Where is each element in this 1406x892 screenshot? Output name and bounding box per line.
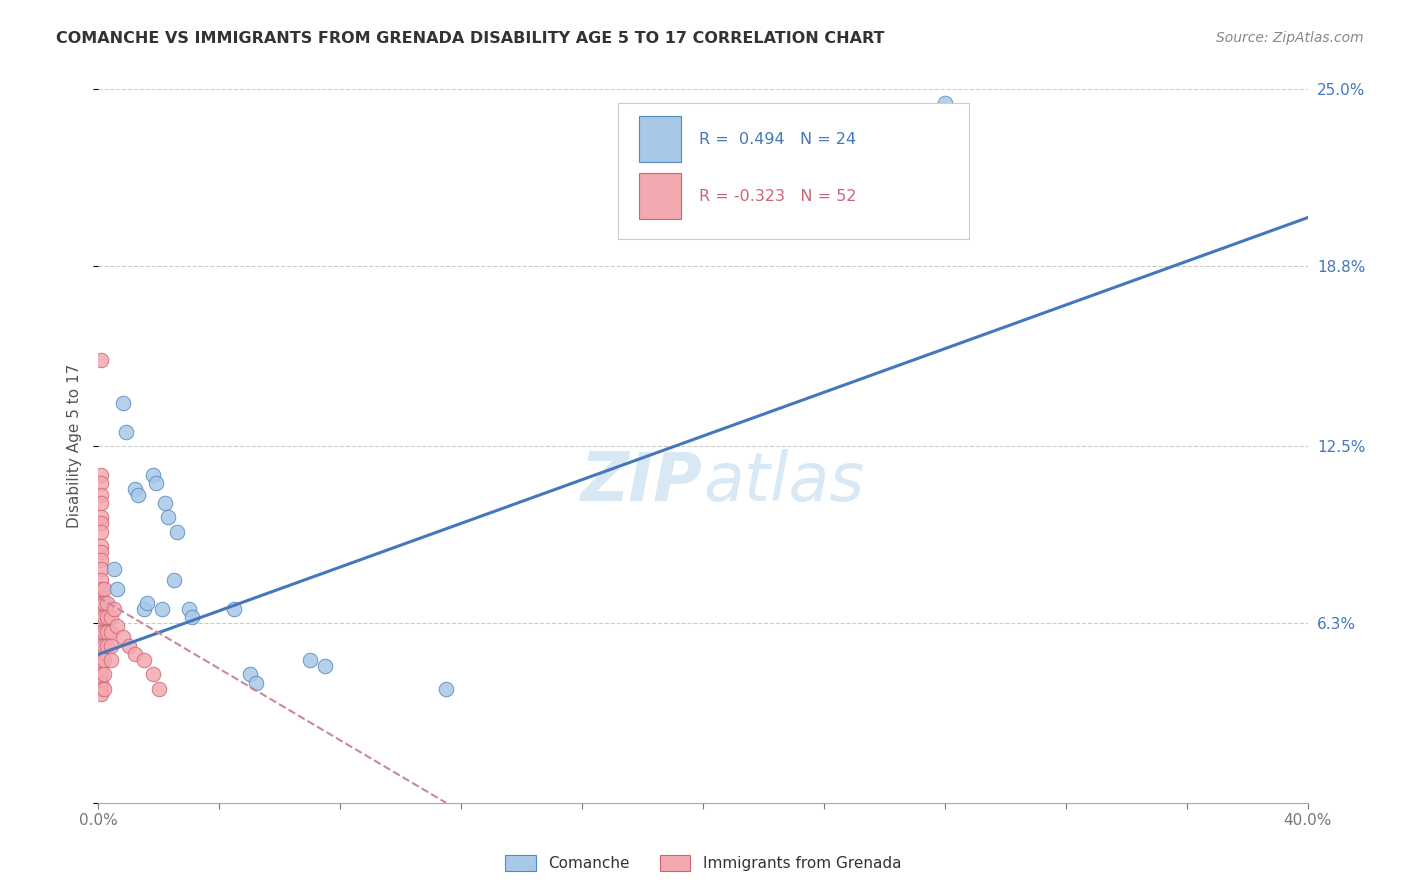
Point <box>132 653 155 667</box>
Point <box>135 596 157 610</box>
Point <box>93 667 115 681</box>
Point <box>179 601 201 615</box>
Point <box>96 624 118 639</box>
Point <box>90 496 112 510</box>
Point <box>96 596 118 610</box>
Point <box>100 610 122 624</box>
Point <box>90 516 112 530</box>
Point <box>100 624 122 639</box>
Point <box>90 353 112 368</box>
Point <box>142 667 165 681</box>
Point <box>90 476 112 491</box>
Point <box>93 639 115 653</box>
Point <box>224 601 246 615</box>
Text: atlas: atlas <box>703 449 865 515</box>
Point <box>181 610 204 624</box>
FancyBboxPatch shape <box>619 103 969 239</box>
Point <box>90 639 112 653</box>
Point <box>90 524 112 539</box>
Point <box>118 639 141 653</box>
Text: COMANCHE VS IMMIGRANTS FROM GRENADA DISABILITY AGE 5 TO 17 CORRELATION CHART: COMANCHE VS IMMIGRANTS FROM GRENADA DISA… <box>56 31 884 46</box>
Point <box>100 639 122 653</box>
Point <box>90 648 112 662</box>
Point <box>111 396 134 410</box>
Text: Source: ZipAtlas.com: Source: ZipAtlas.com <box>1216 31 1364 45</box>
Point <box>90 562 112 576</box>
Point <box>103 601 125 615</box>
Point <box>90 676 112 690</box>
Point <box>132 601 155 615</box>
Point <box>124 482 146 496</box>
Point <box>124 648 146 662</box>
Point <box>96 610 118 624</box>
Point <box>934 96 956 111</box>
Point <box>93 596 115 610</box>
Text: ZIP: ZIP <box>581 449 703 515</box>
Point <box>111 630 134 644</box>
Point <box>96 639 118 653</box>
Y-axis label: Disability Age 5 to 17: Disability Age 5 to 17 <box>67 364 83 528</box>
Point <box>90 687 112 701</box>
Point <box>90 573 112 587</box>
Point <box>434 681 457 696</box>
FancyBboxPatch shape <box>638 173 682 219</box>
Point <box>90 487 112 501</box>
Point <box>105 582 128 596</box>
Point <box>90 591 112 605</box>
Point <box>166 524 188 539</box>
Point <box>90 658 112 673</box>
FancyBboxPatch shape <box>638 116 682 162</box>
Point <box>90 624 112 639</box>
Point <box>90 467 112 482</box>
Text: R =  0.494   N = 24: R = 0.494 N = 24 <box>699 132 856 146</box>
Point <box>90 539 112 553</box>
Point <box>153 496 176 510</box>
Point <box>148 681 170 696</box>
Legend: Comanche, Immigrants from Grenada: Comanche, Immigrants from Grenada <box>499 849 907 877</box>
Point <box>90 667 112 681</box>
Point <box>90 681 112 696</box>
Point <box>127 487 149 501</box>
Point <box>90 596 112 610</box>
Point <box>150 601 173 615</box>
Point <box>299 653 322 667</box>
Point <box>90 582 112 596</box>
Point <box>90 619 112 633</box>
Point <box>90 510 112 524</box>
Text: R = -0.323   N = 52: R = -0.323 N = 52 <box>699 189 856 203</box>
Point <box>103 562 125 576</box>
Point <box>93 624 115 639</box>
Point <box>93 681 115 696</box>
Point <box>142 467 165 482</box>
Point <box>90 553 112 567</box>
Point <box>314 658 336 673</box>
Point <box>93 653 115 667</box>
Point <box>245 676 267 690</box>
Point <box>93 610 115 624</box>
Point <box>90 544 112 558</box>
Point <box>105 619 128 633</box>
Point <box>239 667 262 681</box>
Point <box>163 573 186 587</box>
Point <box>90 653 112 667</box>
Point <box>93 582 115 596</box>
Point <box>90 601 112 615</box>
Point <box>90 610 112 624</box>
Point <box>145 476 167 491</box>
Point <box>114 425 136 439</box>
Point <box>100 653 122 667</box>
Point <box>156 510 179 524</box>
